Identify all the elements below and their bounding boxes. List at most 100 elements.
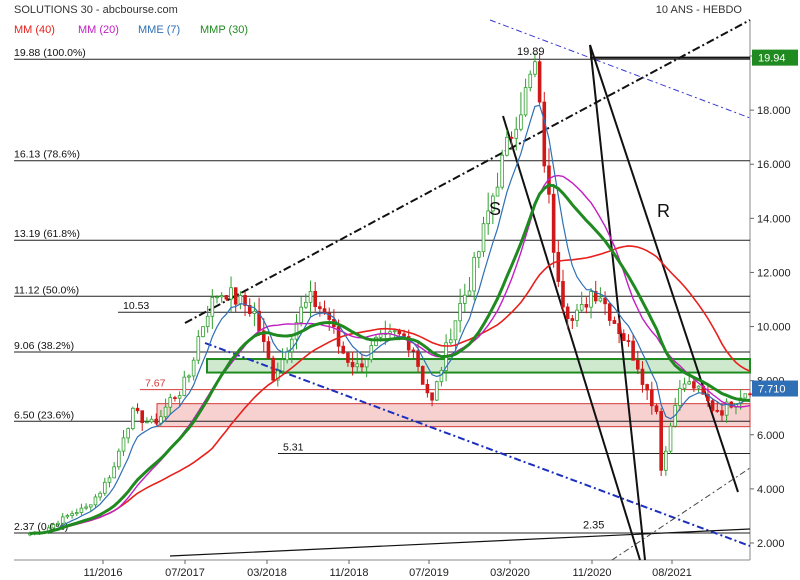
trendlines-layer <box>169 19 751 561</box>
candle-body-95 <box>472 256 476 292</box>
y-tick-label-0: 2.000 <box>757 538 785 550</box>
candle-body-117 <box>575 309 579 321</box>
price-tag-label-1: 7.710 <box>758 384 786 396</box>
candle-body-110 <box>542 101 547 167</box>
candle-body-94 <box>467 290 472 296</box>
candle-body-100 <box>495 186 500 197</box>
candle-body-53 <box>275 370 280 381</box>
candle-body-83 <box>416 350 420 367</box>
candle-body-97 <box>481 223 486 253</box>
candle-body-58 <box>299 306 303 323</box>
candle-body-35 <box>191 359 196 377</box>
candle-body-134 <box>654 405 659 412</box>
horizontal-lines-layer: 19.88 (100.0%) 16.13 (78.6%) 13.19 (61.8%)… <box>14 47 750 534</box>
price-tag-label-0: 19.94 <box>758 53 786 65</box>
candle-body-45 <box>238 295 243 305</box>
candle-body-50 <box>261 330 266 342</box>
y-tick-label-2: 6.000 <box>757 430 785 442</box>
candles-layer <box>28 52 752 537</box>
low-label: 2.35 <box>583 520 604 532</box>
candle-body-25 <box>145 421 149 424</box>
x-tick-label-7: 08/2021 <box>652 567 692 579</box>
candle-body-114 <box>561 281 565 308</box>
candle-body-105 <box>519 114 523 130</box>
candle-body-109 <box>537 61 542 103</box>
candle-body-92 <box>458 303 462 322</box>
candle-body-149 <box>724 401 729 416</box>
ma40-line <box>29 245 751 535</box>
candle-body-119 <box>584 304 589 308</box>
chart-title: SOLUTIONS 30 - abcbourse.com <box>14 4 178 16</box>
candle-body-69 <box>350 361 355 368</box>
candle-body-15 <box>98 492 102 498</box>
candle-body-132 <box>645 384 649 391</box>
candle-body-43 <box>229 287 233 300</box>
candle-body-85 <box>425 383 430 394</box>
candle-body-59 <box>304 301 308 308</box>
candle-body-11 <box>79 507 84 513</box>
candle-body-18 <box>112 466 116 479</box>
wma30-line <box>29 183 751 536</box>
channel-left <box>589 44 646 561</box>
candle-body-70 <box>355 363 360 368</box>
candle-body-33 <box>182 376 187 396</box>
candle-body-147 <box>715 409 720 412</box>
candle-body-6 <box>56 522 60 525</box>
lower-dashdot-line <box>611 467 751 561</box>
candle-body-128 <box>626 340 631 342</box>
candle-body-52 <box>271 357 275 381</box>
candle-body-62 <box>318 306 322 310</box>
candle-body-142 <box>692 381 696 389</box>
candle-body-79 <box>397 330 402 335</box>
candle-body-42 <box>224 295 229 300</box>
hline-label-0: 10.53 <box>123 300 149 312</box>
candle-body-112 <box>551 193 556 253</box>
x-tick-label-0: 11/2016 <box>84 567 123 579</box>
x-tick-label-5: 03/2020 <box>490 567 530 579</box>
candle-body-13 <box>88 504 93 508</box>
candle-body-5 <box>51 524 56 529</box>
candle-body-87 <box>434 381 439 401</box>
candle-body-81 <box>406 336 411 351</box>
channel-label-s: S <box>489 199 501 219</box>
candle-body-127 <box>621 333 626 341</box>
candle-body-101 <box>500 154 505 188</box>
candle-body-21 <box>126 428 130 439</box>
candle-body-96 <box>477 251 481 258</box>
candle-body-122 <box>598 297 603 302</box>
candle-body-90 <box>448 339 453 344</box>
candle-body-139 <box>678 387 682 406</box>
candle-body-102 <box>505 136 509 156</box>
annotations-layer: 19.89 2.35 S R <box>489 46 670 532</box>
candle-body-104 <box>514 128 519 139</box>
candle-body-60 <box>308 290 313 303</box>
fib-label-3: 11.12 (50.0%) <box>14 284 79 296</box>
candle-body-71 <box>360 363 364 368</box>
ma20-line <box>29 174 751 535</box>
candle-body-82 <box>411 349 416 352</box>
candle-body-140 <box>682 383 687 389</box>
candle-body-30 <box>168 397 173 408</box>
x-tick-label-4: 07/2019 <box>409 567 449 579</box>
chart-period: 10 ANS - HEBDO <box>656 4 743 16</box>
top-blue-line <box>489 19 751 119</box>
upper-trendline <box>184 19 751 324</box>
candle-body-9 <box>70 513 74 516</box>
y-tick-label-4: 10.000 <box>757 322 791 334</box>
channel-r-right <box>589 44 739 493</box>
y-tick-label-5: 12.000 <box>757 267 791 279</box>
fib-label-2: 13.19 (61.8%) <box>14 228 80 240</box>
candle-body-93 <box>463 294 467 304</box>
x-axis: 11/2016 07/2017 03/2018 11/2018 07/2019 03/20… <box>84 560 692 579</box>
candle-body-84 <box>420 366 425 385</box>
candle-body-16 <box>103 481 107 494</box>
y-tick-label-6: 14.000 <box>757 213 791 225</box>
candle-body-24 <box>140 410 145 424</box>
x-tick-label-3: 11/2018 <box>330 567 369 579</box>
candle-body-91 <box>453 320 458 341</box>
candle-body-63 <box>322 308 327 314</box>
candle-body-56 <box>290 338 294 353</box>
candle-body-39 <box>210 296 215 317</box>
candle-body-123 <box>603 297 607 305</box>
hline-label-1: 5.31 <box>283 441 304 453</box>
